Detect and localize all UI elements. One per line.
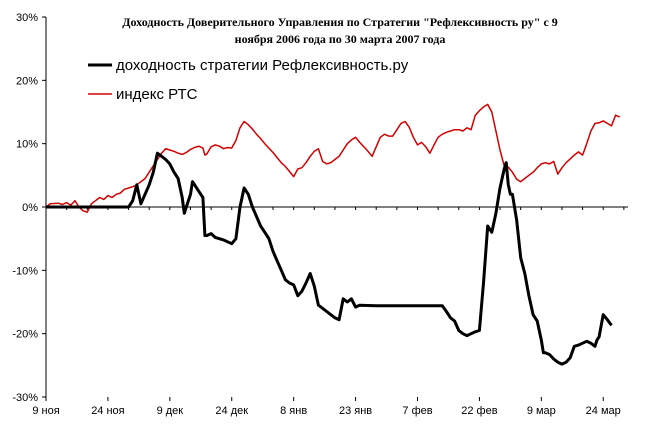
x-tick-label: 24 мар [586, 405, 621, 417]
x-tick-label: 23 янв [339, 405, 372, 417]
x-tick-label: 9 мар [527, 405, 556, 417]
y-tick-label: -20% [12, 329, 38, 341]
legend-label-rts: индекс РТС [116, 86, 198, 103]
y-tick-label: -10% [12, 265, 38, 277]
legend-label-strategy: доходность стратегии Рефлексивность.ру [116, 57, 409, 74]
series-line-rts [45, 103, 621, 213]
y-tick-label: 20% [16, 75, 38, 87]
legend: доходность стратегии Рефлексивность.ру и… [88, 57, 409, 103]
series-lines [45, 103, 621, 366]
series-line-strategy [46, 151, 613, 366]
y-tick-label: 10% [16, 139, 38, 151]
chart-title-line1: Доходность Доверительного Управления по … [122, 15, 558, 29]
x-tick-labels: 9 ноя 24 ноя 9 дек 24 дек 8 янв 23 янв 7 фев 22… [32, 405, 620, 417]
x-tick-label: 24 дек [215, 405, 248, 417]
x-tick-label: 8 янв [280, 405, 307, 417]
y-tick-label: 0% [22, 202, 38, 214]
x-tick-label: 9 дек [157, 405, 184, 417]
y-tick-label: -30% [12, 392, 38, 404]
x-tick-label: 24 ноя [91, 405, 124, 417]
axes [42, 16, 628, 401]
y-tick-labels: 30% 20% 10% 0% -10% -20% -30% [12, 12, 38, 404]
x-tick-label: 9 ноя [32, 405, 59, 417]
x-tick-label: 7 фев [402, 405, 432, 417]
chart-title-line2: ноября 2006 года по 30 марта 2007 года [235, 32, 446, 46]
x-tick-label: 22 фев [461, 405, 497, 417]
y-tick-label: 30% [16, 12, 38, 24]
